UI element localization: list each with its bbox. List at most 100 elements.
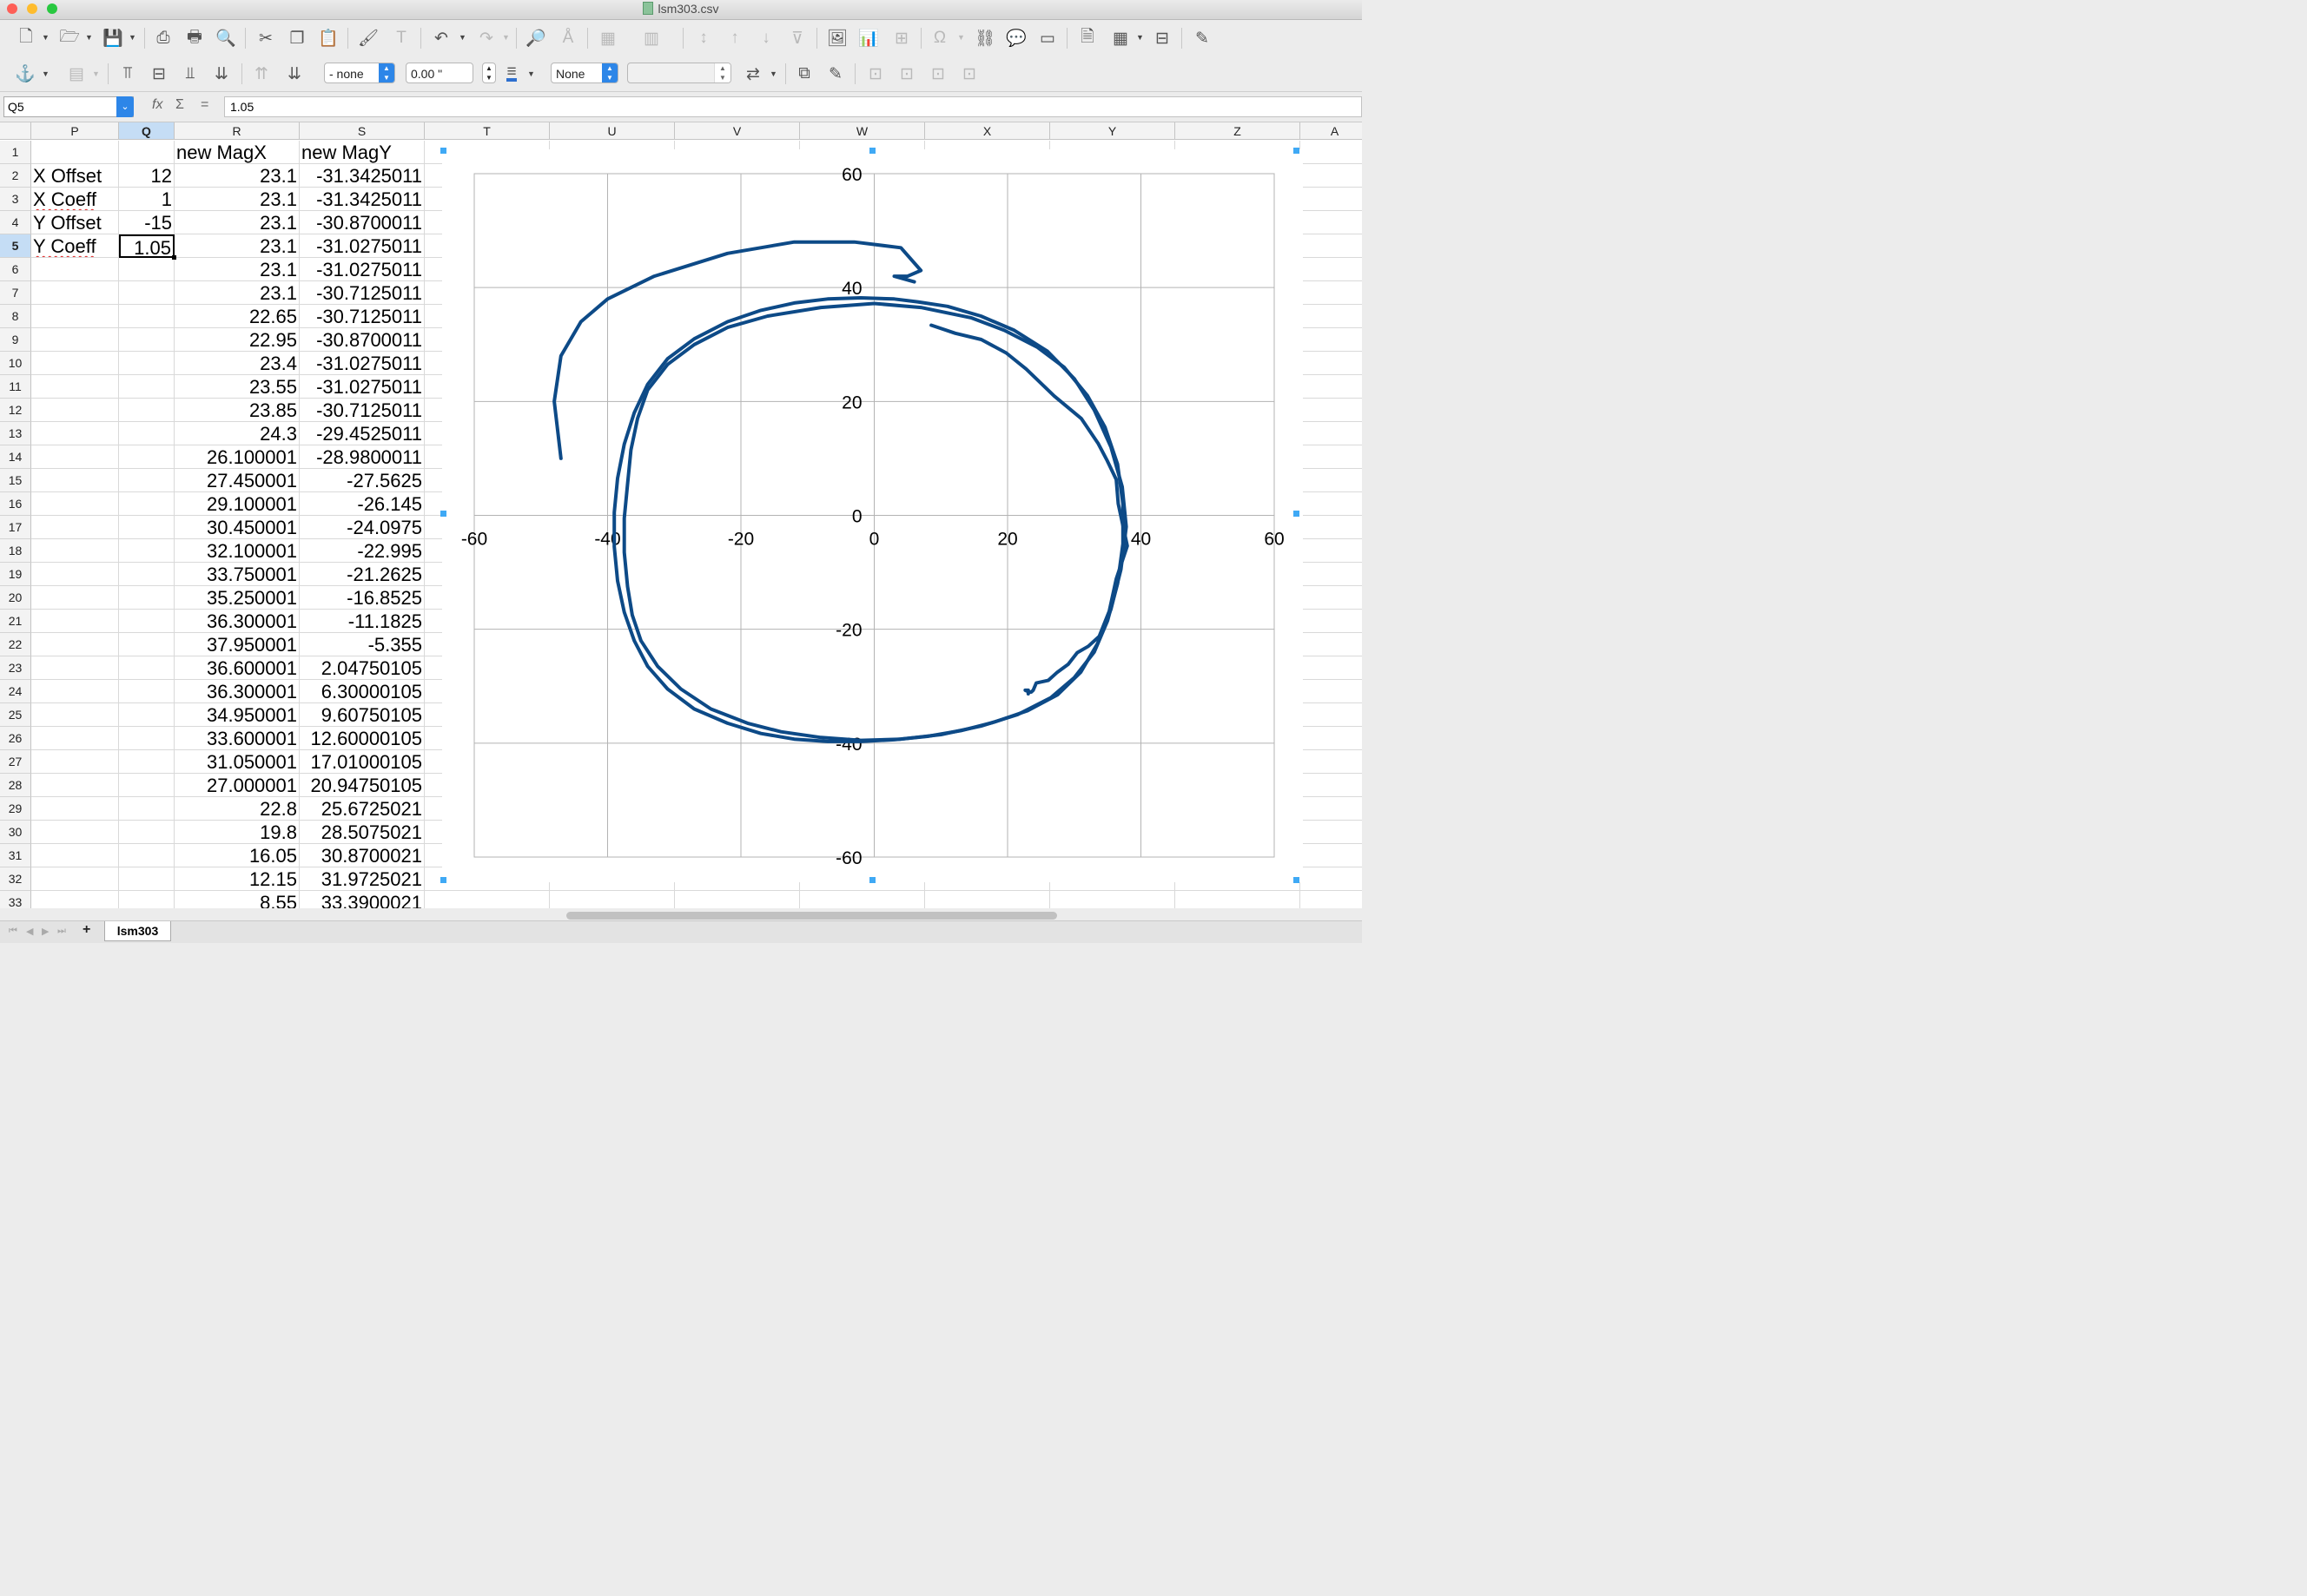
save-dropdown-arrow[interactable]: ▼ bbox=[129, 33, 136, 42]
cell-q[interactable] bbox=[119, 516, 175, 539]
cell-q[interactable] bbox=[119, 586, 175, 610]
cell-a[interactable] bbox=[1300, 281, 1362, 305]
cell-q[interactable] bbox=[119, 774, 175, 797]
column-header-x[interactable]: X bbox=[925, 122, 1050, 140]
cell-q[interactable] bbox=[119, 422, 175, 445]
row-header[interactable]: 4 bbox=[0, 211, 31, 234]
cell-s[interactable]: -30.8700011 bbox=[300, 328, 425, 352]
insert-image-icon[interactable]: 🖼 bbox=[826, 30, 849, 48]
position-size-icon[interactable]: ⧉ bbox=[798, 64, 810, 82]
cell-s[interactable]: -11.1825 bbox=[300, 610, 425, 633]
cell-p[interactable]: X Offset bbox=[31, 164, 119, 188]
row-header[interactable]: 24 bbox=[0, 680, 31, 703]
cell-p[interactable] bbox=[31, 539, 119, 563]
align-top-icon[interactable]: ⫪ bbox=[122, 64, 133, 82]
column-header-t[interactable]: T bbox=[425, 122, 550, 140]
cell-r[interactable]: 23.4 bbox=[175, 352, 300, 375]
cell-q[interactable] bbox=[119, 727, 175, 750]
row-header[interactable]: 30 bbox=[0, 821, 31, 844]
row-header[interactable]: 29 bbox=[0, 797, 31, 821]
chart-selection-handle[interactable] bbox=[440, 511, 446, 517]
cell-a[interactable] bbox=[1300, 844, 1362, 867]
line-style-spin[interactable]: ▲ ▼ bbox=[379, 63, 394, 82]
cell-q[interactable] bbox=[119, 797, 175, 821]
cell-r[interactable]: 16.05 bbox=[175, 844, 300, 867]
cell-s[interactable]: -27.5625 bbox=[300, 469, 425, 492]
open-folder-icon[interactable]: 🗁 bbox=[59, 28, 80, 46]
cell-s[interactable]: -22.995 bbox=[300, 539, 425, 563]
freeze-dropdown-arrow[interactable]: ▼ bbox=[1136, 33, 1144, 42]
cell-r[interactable]: 36.300001 bbox=[175, 680, 300, 703]
cell-p[interactable] bbox=[31, 774, 119, 797]
previous-sheet-icon[interactable]: ◀ bbox=[26, 927, 34, 937]
clone-formatting-icon[interactable]: 🖌 bbox=[357, 30, 380, 48]
cell-s[interactable]: -31.0275011 bbox=[300, 234, 425, 258]
cell-q[interactable] bbox=[119, 399, 175, 422]
cell-p[interactable] bbox=[31, 469, 119, 492]
row-header[interactable]: 28 bbox=[0, 774, 31, 797]
column-header-v[interactable]: V bbox=[675, 122, 800, 140]
cell-s[interactable]: 33.3900021 bbox=[300, 891, 425, 908]
cell-q[interactable] bbox=[119, 633, 175, 656]
cell-q[interactable] bbox=[119, 305, 175, 328]
open-dropdown-arrow[interactable]: ▼ bbox=[85, 33, 93, 42]
cell-a[interactable] bbox=[1300, 891, 1362, 908]
freeze-rows-icon[interactable]: ▦ bbox=[1113, 29, 1128, 48]
cell-q[interactable] bbox=[119, 867, 175, 891]
cell-r[interactable]: 23.55 bbox=[175, 375, 300, 399]
cell-p[interactable] bbox=[31, 375, 119, 399]
column-header-y[interactable]: Y bbox=[1050, 122, 1175, 140]
row-header[interactable]: 14 bbox=[0, 445, 31, 469]
cell-a[interactable] bbox=[1300, 492, 1362, 516]
column-header-q[interactable]: Q bbox=[119, 122, 175, 140]
row-header[interactable]: 32 bbox=[0, 867, 31, 891]
fill-color-spin[interactable]: ▲ ▼ bbox=[714, 63, 730, 82]
cell-r[interactable]: 31.050001 bbox=[175, 750, 300, 774]
cell-r[interactable]: 35.250001 bbox=[175, 586, 300, 610]
cell-a[interactable] bbox=[1300, 821, 1362, 844]
cell-r[interactable]: 22.8 bbox=[175, 797, 300, 821]
cell-a[interactable] bbox=[1300, 727, 1362, 750]
group-icon[interactable]: ⊡ bbox=[869, 64, 882, 83]
cell-r[interactable]: 23.1 bbox=[175, 258, 300, 281]
cell-q[interactable] bbox=[119, 656, 175, 680]
cell-a[interactable] bbox=[1300, 797, 1362, 821]
row-header[interactable]: 20 bbox=[0, 586, 31, 610]
cell-y[interactable] bbox=[1050, 891, 1175, 908]
cell-a[interactable] bbox=[1300, 703, 1362, 727]
find-replace-icon[interactable]: 🔎 bbox=[526, 30, 546, 48]
column-icon[interactable]: ▥ bbox=[644, 29, 659, 48]
column-header-w[interactable]: W bbox=[800, 122, 925, 140]
cell-p[interactable] bbox=[31, 258, 119, 281]
cell-p[interactable] bbox=[31, 399, 119, 422]
cell-s[interactable]: -28.9800011 bbox=[300, 445, 425, 469]
cell-p[interactable] bbox=[31, 352, 119, 375]
cell-r[interactable]: 33.750001 bbox=[175, 563, 300, 586]
cell-p[interactable] bbox=[31, 844, 119, 867]
row-header[interactable]: 22 bbox=[0, 633, 31, 656]
cell-s[interactable]: 20.94750105 bbox=[300, 774, 425, 797]
cell-s[interactable]: -30.7125011 bbox=[300, 399, 425, 422]
next-sheet-icon[interactable]: ▶ bbox=[42, 927, 50, 937]
line-style-select[interactable]: - none ▲ ▼ bbox=[324, 63, 395, 83]
ungroup-icon[interactable]: ⊡ bbox=[962, 64, 976, 83]
cell-p[interactable] bbox=[31, 563, 119, 586]
special-char-dropdown-arrow[interactable]: ▼ bbox=[957, 33, 965, 42]
cell-t[interactable] bbox=[425, 891, 550, 908]
pivot-table-icon[interactable]: ⊞ bbox=[895, 29, 909, 48]
column-header-u[interactable]: U bbox=[550, 122, 675, 140]
row-header[interactable]: 11 bbox=[0, 375, 31, 399]
cell-r[interactable]: 27.000001 bbox=[175, 774, 300, 797]
cell-q[interactable]: 12 bbox=[119, 164, 175, 188]
cell-a[interactable] bbox=[1300, 633, 1362, 656]
horizontal-scrollbar[interactable] bbox=[566, 912, 1057, 920]
insert-chart-icon[interactable]: 📊 bbox=[858, 30, 879, 48]
cell-a[interactable] bbox=[1300, 188, 1362, 211]
row-header[interactable]: 9 bbox=[0, 328, 31, 352]
chart-selection-handle[interactable] bbox=[440, 877, 446, 883]
edit-points-icon[interactable]: ✎ bbox=[829, 64, 843, 83]
cell-s[interactable]: -5.355 bbox=[300, 633, 425, 656]
row-header[interactable]: 7 bbox=[0, 281, 31, 305]
cell-s[interactable]: -21.2625 bbox=[300, 563, 425, 586]
align-bottom-icon[interactable]: ⫫ bbox=[185, 64, 195, 82]
